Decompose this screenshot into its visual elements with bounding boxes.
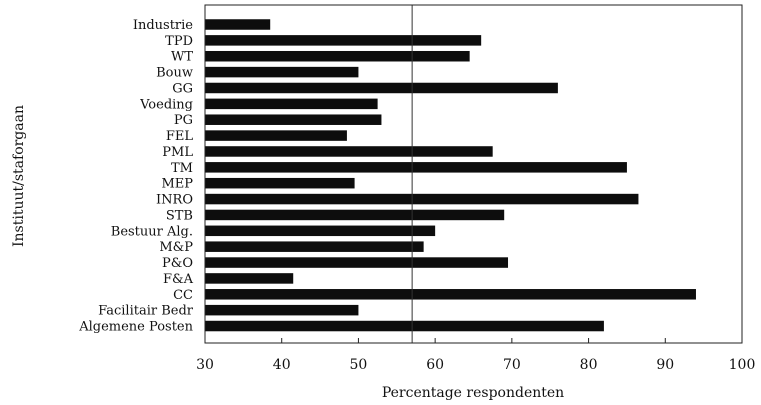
bar-10 [205, 177, 355, 189]
bar-18 [205, 304, 359, 316]
category-label-14: M&P [159, 240, 193, 255]
bar-3 [205, 66, 359, 78]
x-tick-label-6: 90 [656, 357, 674, 373]
bar-1 [205, 35, 482, 46]
category-label-18: Facilitair Bedr [98, 304, 194, 319]
x-tick-label-4: 70 [503, 357, 521, 373]
bar-19 [205, 320, 604, 332]
category-label-5: Voeding [139, 97, 193, 112]
category-label-0: Industrie [133, 18, 193, 33]
category-label-10: MEP [161, 177, 193, 192]
bar-12 [205, 209, 505, 221]
category-label-1: TPD [165, 34, 193, 49]
category-label-7: FEL [166, 129, 194, 144]
category-label-16: F&A [163, 272, 194, 287]
bar-2 [205, 50, 470, 62]
bar-0 [205, 19, 271, 30]
category-label-2: WT [171, 50, 193, 65]
bar-17 [205, 289, 696, 300]
category-label-19: Algemene Posten [78, 320, 193, 335]
x-tick-label-2: 50 [350, 357, 368, 373]
x-axis-title: Percentage respondenten [382, 385, 564, 401]
category-label-11: INRO [156, 193, 193, 208]
y-axis-title: Instituut/staforgaan [11, 105, 27, 247]
category-labels: IndustrieTPDWTBouwGGVoedingPGFELPMLTMMEP… [78, 18, 194, 335]
bar-11 [205, 193, 639, 205]
bar-16 [205, 273, 294, 284]
category-label-13: Bestuur Alg. [111, 224, 193, 239]
x-tick-label-3: 60 [426, 357, 444, 373]
category-label-17: CC [173, 288, 193, 303]
bar-4 [205, 82, 558, 94]
x-tick-label-1: 40 [273, 357, 291, 373]
x-tick-label-7: 100 [729, 357, 756, 373]
category-label-4: GG [172, 81, 193, 96]
bar-15 [205, 257, 509, 268]
x-tick-label-5: 80 [580, 357, 598, 373]
x-tick-label-0: 30 [196, 357, 214, 373]
category-label-6: PG [174, 113, 193, 128]
category-label-8: PML [162, 145, 193, 160]
category-label-15: P&O [162, 256, 193, 271]
bar-9 [205, 162, 627, 173]
bar-14 [205, 241, 424, 252]
bar-13 [205, 225, 436, 237]
category-label-9: TM [171, 161, 193, 176]
x-axis-ticks: 30 40 50 60 70 80 90 100 [196, 338, 755, 373]
plot-frame [204, 4, 743, 344]
bars [205, 19, 696, 332]
bar-6 [205, 114, 382, 125]
bar-7 [205, 130, 347, 141]
category-label-12: STB [166, 208, 193, 223]
category-label-3: Bouw [156, 66, 193, 81]
bar-8 [205, 146, 493, 157]
bar-5 [205, 98, 378, 110]
